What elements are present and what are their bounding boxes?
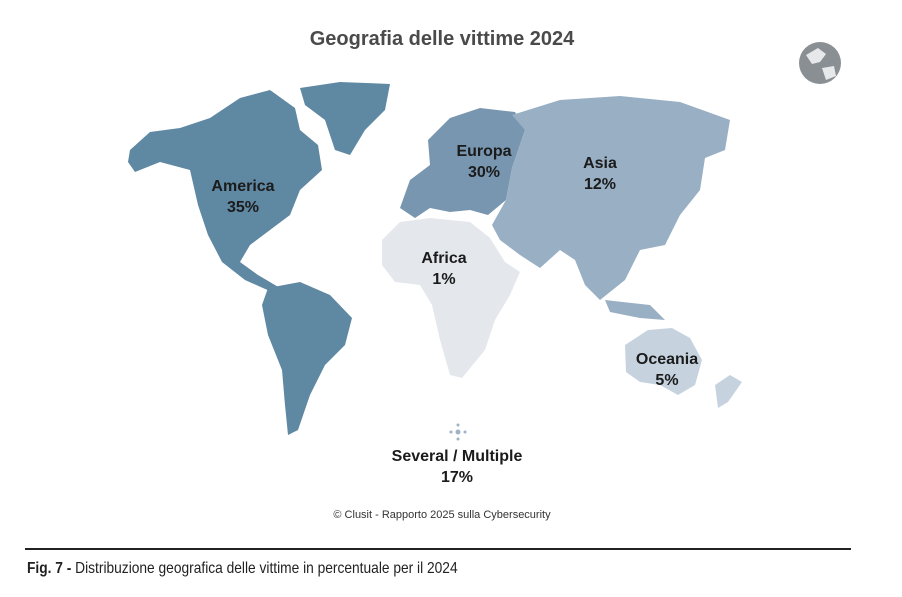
region-america-south [262,282,352,435]
caption-text: Distribuzione geografica delle vittime i… [71,560,458,577]
label-africa: Africa 1% [421,250,467,288]
label-america: America 35% [211,178,275,216]
copyright-credit: © Clusit - Rapporto 2025 sulla Cybersecu… [333,509,551,521]
label-asia: Asia 12% [583,155,617,193]
label-europa: Europa 30% [456,143,512,181]
region-europa [400,108,525,218]
label-oceania: Oceania 5% [635,351,699,389]
caption-prefix: Fig. 7 - [27,560,72,577]
region-greenland [300,82,390,155]
dots-cross-icon [449,423,467,441]
label-multiple: Several / Multiple 17% [391,448,523,486]
region-oceania [625,328,742,408]
region-america-north [128,90,322,292]
globe-icon [799,42,841,84]
region-asia [492,96,730,320]
divider [25,548,851,550]
figure-caption: Fig. 7 - Distribuzione geografica delle … [27,560,458,578]
chart-title: Geografia delle vittime 2024 [309,28,575,50]
region-africa [382,218,520,378]
